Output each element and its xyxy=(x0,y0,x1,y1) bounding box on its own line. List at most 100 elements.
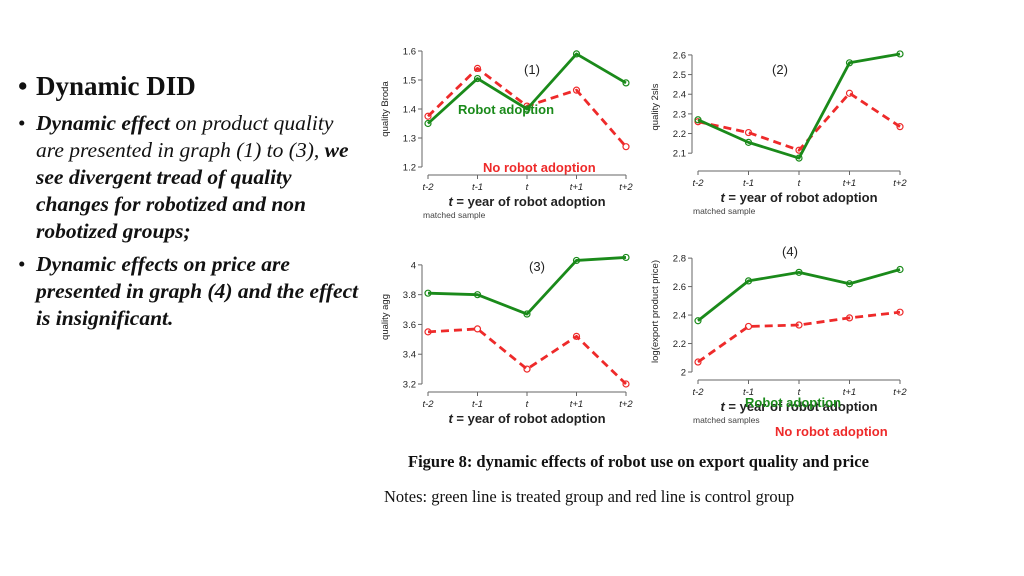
bullet-dot: • xyxy=(18,111,26,135)
x-tick-label: t+1 xyxy=(843,387,856,398)
x-axis-title-prefix: t xyxy=(448,411,453,426)
x-tick-label: t xyxy=(526,182,529,193)
bullet-item-price: • Dynamic effects on price are presented… xyxy=(14,251,364,332)
control-point xyxy=(572,86,581,94)
x-tick-label: t-2 xyxy=(422,399,434,410)
x-tick-label: t-2 xyxy=(692,178,704,189)
control-point xyxy=(622,380,630,388)
figure-caption: Figure 8: dynamic effects of robot use o… xyxy=(408,452,869,471)
y-tick-label: 2.2 xyxy=(673,339,686,350)
bullet-item-quality-emphasis: we see divergent tread of quality change… xyxy=(36,138,349,243)
control-point xyxy=(622,143,630,151)
y-tick-label: 2.1 xyxy=(673,149,686,160)
x-tick-label: t-1 xyxy=(743,178,754,189)
control-point xyxy=(523,365,531,373)
x-axis-title-text: = year of robot adoption xyxy=(725,399,878,414)
legend-label: Robot adoption xyxy=(745,395,841,410)
y-tick-label: 1.5 xyxy=(403,76,416,87)
x-tick-label: t-1 xyxy=(472,182,483,193)
x-axis-title-prefix: t xyxy=(720,399,725,414)
panel-label: (2) xyxy=(772,62,788,77)
sample-note: matched sample xyxy=(693,206,756,216)
control-point xyxy=(572,332,581,340)
y-tick-label: 2.6 xyxy=(673,50,686,61)
chart-4: 2 2.2 2.4 2.6 2.8 t-2 t-1 t t+1 t+2 t = year of ro… xyxy=(650,244,907,439)
control-series-line xyxy=(427,327,627,386)
treated-point xyxy=(622,79,630,87)
legend-label: No robot adoption xyxy=(775,424,888,439)
treated-point xyxy=(694,116,702,124)
x-axis-title: t = year of robot adoption xyxy=(720,399,877,414)
y-tick-label: 2.4 xyxy=(673,311,686,322)
x-axis-title-prefix: t xyxy=(448,194,453,209)
bullet-item-quality-lead: Dynamic effect xyxy=(36,111,170,135)
x-tick-label: t xyxy=(798,178,801,189)
treated-point xyxy=(572,256,581,265)
treated-series-line xyxy=(427,256,627,316)
control-series-line xyxy=(697,310,901,364)
treated-series-line xyxy=(697,52,901,160)
y-tick-label: 3.2 xyxy=(403,380,416,391)
bullet-item-quality: • Dynamic effect on product quality are … xyxy=(14,110,364,245)
treated-point xyxy=(473,291,482,299)
x-tick-label: t+1 xyxy=(570,182,583,193)
bullet-item-quality-middle: on product quality are presented in grap… xyxy=(36,111,334,162)
chart-3: 3.2 3.4 3.6 3.8 4 t-2 t-1 t t+1 t+2 t = year of ro… xyxy=(380,253,633,426)
chart-2: 2.1 2.2 2.3 2.4 2.5 2.6 t-2 t-1 t t+1 t+2 t = year … xyxy=(650,50,907,216)
y-tick-label: 1.6 xyxy=(403,47,416,58)
control-point xyxy=(896,308,904,316)
x-tick-label: t+2 xyxy=(893,178,907,189)
x-tick-label: t-1 xyxy=(743,387,754,398)
x-tick-label: t-1 xyxy=(472,399,483,410)
control-point xyxy=(424,328,432,336)
y-axis-title: quality Broda xyxy=(380,81,391,137)
x-axis-title-text: = year of robot adoption xyxy=(453,411,606,426)
control-point xyxy=(744,128,753,137)
treated-point xyxy=(473,74,482,83)
treated-point xyxy=(424,119,432,128)
x-axis-title: t = year of robot adoption xyxy=(448,194,605,209)
y-tick-label: 1.2 xyxy=(403,163,416,174)
control-point xyxy=(744,322,753,331)
y-axis-title: quality 2sls xyxy=(650,83,661,130)
x-tick-label: t+1 xyxy=(570,399,583,410)
charts-svg: 1.2 1.3 1.4 1.5 1.6 t-2 t-1 t t+1 t+2 t = year of … xyxy=(380,47,907,440)
x-tick-label: t-2 xyxy=(692,387,704,398)
bullet-heading: • Dynamic DID xyxy=(14,68,364,104)
x-tick-label: t+2 xyxy=(619,399,633,410)
y-tick-label: 3.4 xyxy=(403,350,416,361)
x-axis-title-text: = year of robot adoption xyxy=(725,190,878,205)
control-series-line xyxy=(697,91,901,152)
treated-point xyxy=(572,50,581,58)
chart-panel: 1.2 1.3 1.4 1.5 1.6 t-2 t-1 t t+1 t+2 t = year of … xyxy=(370,36,918,440)
x-tick-label: t-2 xyxy=(422,182,434,193)
control-point xyxy=(795,321,803,329)
treated-series-line xyxy=(697,268,901,322)
y-tick-label: 2.2 xyxy=(673,129,686,140)
legend-label: No robot adoption xyxy=(483,160,596,175)
y-tick-label: 3.6 xyxy=(403,320,416,331)
control-point xyxy=(845,314,854,322)
y-tick-label: 4 xyxy=(411,260,416,271)
control-point xyxy=(473,64,482,73)
treated-point xyxy=(694,317,702,325)
treated-point xyxy=(795,268,803,276)
treated-point xyxy=(622,253,630,262)
treated-point xyxy=(744,138,753,146)
panel-label: (1) xyxy=(524,62,540,77)
control-point xyxy=(845,89,854,97)
treated-point xyxy=(845,280,854,288)
y-tick-label: 3.8 xyxy=(403,290,416,301)
treated-point xyxy=(896,265,904,274)
control-point xyxy=(694,358,702,366)
chart-1: 1.2 1.3 1.4 1.5 1.6 t-2 t-1 t t+1 t+2 t = year of … xyxy=(380,47,633,221)
treated-series-line xyxy=(427,52,627,125)
x-tick-label: t+2 xyxy=(893,387,907,398)
x-tick-label: t xyxy=(526,399,529,410)
x-tick-label: t+1 xyxy=(843,178,856,189)
sample-note: matched samples xyxy=(693,415,760,425)
x-axis-title-text: = year of robot adoption xyxy=(453,194,606,209)
bullet-item-price-text: Dynamic effects on price are presented i… xyxy=(36,252,359,330)
treated-point xyxy=(896,50,904,58)
treated-point xyxy=(424,289,432,297)
